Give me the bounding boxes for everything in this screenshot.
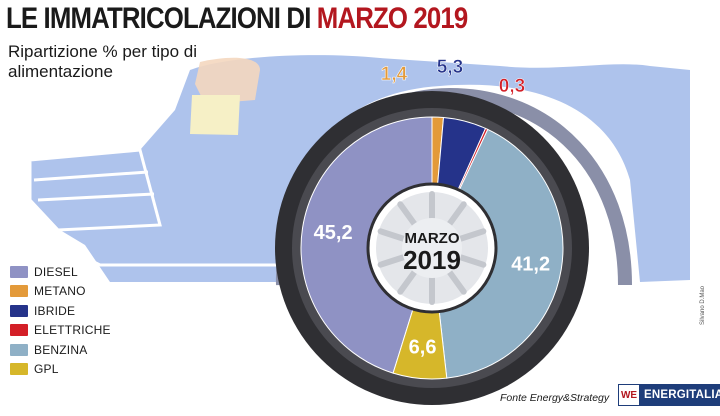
slice-label-diesel: 45,2 — [314, 222, 353, 244]
legend-item-metano: METANO — [10, 282, 111, 302]
legend-item-benzina: BENZINA — [10, 340, 111, 360]
legend-item-ibride: IBRIDE — [10, 301, 111, 321]
legend-swatch — [10, 324, 28, 337]
pie-slice-labels: 45,2 1,4 5,3 0,3 41,2 6,6 — [314, 57, 550, 359]
chart-legend: DIESEL METANO IBRIDE ELETTRICHE BENZINA GPL — [10, 262, 111, 379]
hub-spokes — [377, 191, 487, 305]
legend-swatch — [10, 304, 28, 317]
car-bumper — [28, 148, 162, 232]
hub-spoke — [377, 254, 407, 268]
legend-label: GPL — [34, 362, 59, 377]
slice-label-metano: 1,4 — [381, 64, 408, 85]
hub-spoke — [457, 254, 487, 268]
car-window-highlight — [195, 57, 260, 104]
car-bumper-stripe — [33, 170, 155, 202]
legend-item-elettriche: ELETTRICHE — [10, 321, 111, 341]
legend-label: METANO — [34, 284, 86, 299]
hub-center-cap — [402, 218, 462, 278]
pie-slice-diesel — [300, 116, 433, 374]
hub-spoke — [457, 228, 487, 242]
car-body-illustration — [28, 55, 690, 282]
legend-label: ELETTRICHE — [34, 323, 111, 338]
legend-label: DIESEL — [34, 264, 78, 279]
legend-swatch — [10, 343, 28, 356]
center-label-month: MARZO — [405, 230, 460, 247]
hub-spoke — [397, 201, 418, 227]
hub-spoke — [446, 201, 467, 227]
slice-label-elettriche: 0,3 — [499, 76, 525, 97]
author-credit: Silvano D.Mao — [700, 285, 706, 325]
legend-swatch — [10, 363, 28, 376]
legend-item-gpl: GPL — [10, 360, 111, 380]
car-skirt — [69, 248, 280, 267]
legend-label: BENZINA — [34, 342, 88, 357]
legend-label: IBRIDE — [34, 303, 76, 318]
brand-name: ENERGITALIA — [639, 385, 720, 405]
chart-subtitle: Ripartizione % per tipo di alimentazione — [8, 42, 197, 81]
chart-title-main: LE IMMATRICOLAZIONI DI — [6, 2, 317, 35]
legend-swatch — [10, 285, 28, 298]
slice-label-gpl: 6,6 — [409, 337, 437, 359]
hub-spoke — [377, 228, 407, 242]
slice-label-ibride: 5,3 — [437, 57, 463, 78]
source-note: Fonte Energy&Strategy — [500, 392, 610, 404]
legend-swatch — [10, 265, 28, 278]
brand-logo-icon: WE — [619, 385, 639, 405]
legend-item-diesel: DIESEL — [10, 262, 111, 282]
brand-logo: WE ENERGITALIA — [618, 384, 720, 406]
center-label-year: 2019 — [403, 245, 461, 275]
hub-spoke — [397, 269, 418, 295]
wheel-hub: MARZO 2019 — [366, 182, 498, 314]
chart-title: LE IMMATRICOLAZIONI DI MARZO 2019 — [6, 2, 468, 36]
chart-title-highlight: MARZO 2019 — [316, 2, 468, 35]
car-light-highlight — [190, 95, 240, 135]
slice-label-benzina: 41,2 — [511, 253, 550, 275]
hub-spoke — [446, 269, 467, 295]
